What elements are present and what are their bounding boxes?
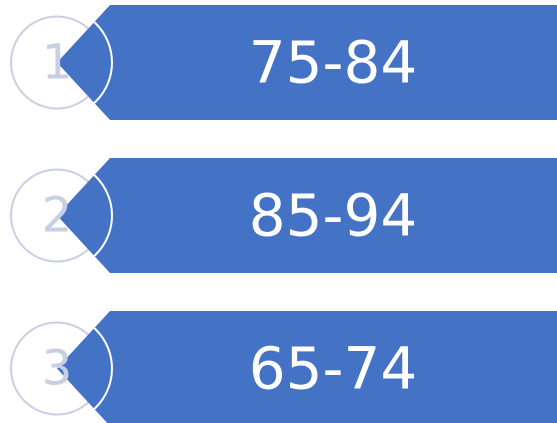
banner <box>57 5 557 120</box>
list-item: 1 75-84 <box>10 5 557 120</box>
item-number: 1 <box>42 35 73 91</box>
banner <box>57 311 557 423</box>
banner-arc <box>57 6 113 119</box>
banner-arc <box>57 159 113 272</box>
banner-arc <box>57 312 113 423</box>
item-number: 3 <box>42 341 73 397</box>
item-label: 75-84 <box>249 29 418 97</box>
item-number: 2 <box>42 188 73 244</box>
item-label: 85-94 <box>249 182 418 250</box>
item-label: 65-74 <box>249 335 418 403</box>
banner <box>57 158 557 273</box>
list-item: 3 65-74 <box>10 311 557 423</box>
list-item: 2 85-94 <box>10 158 557 273</box>
